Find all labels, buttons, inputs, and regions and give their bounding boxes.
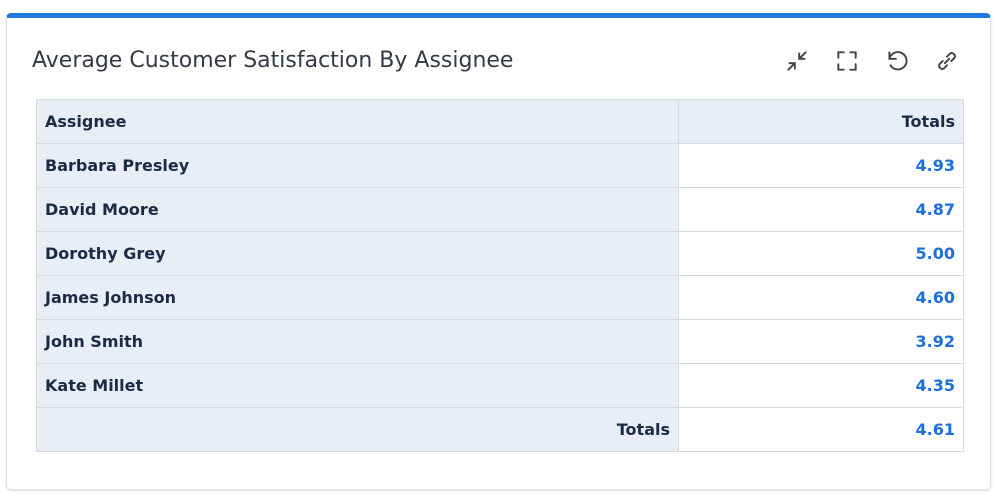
- fullscreen-button[interactable]: [834, 48, 860, 74]
- table-row: David Moore 4.87: [36, 187, 964, 232]
- link-button[interactable]: [934, 48, 960, 74]
- data-table: Assignee Totals Barbara Presley 4.93 David…: [36, 99, 964, 452]
- column-header: Assignee: [36, 99, 679, 144]
- collapse-button[interactable]: [784, 48, 810, 74]
- assignee-cell: James Johnson: [36, 275, 679, 320]
- table-row: Barbara Presley 4.93: [36, 143, 964, 188]
- totals-label: Totals: [36, 407, 679, 452]
- assignee-cell: Barbara Presley: [36, 143, 679, 188]
- total-cell: 4.35: [678, 363, 964, 408]
- assignee-cell: Kate Millet: [36, 363, 679, 408]
- toolbar: [784, 48, 960, 74]
- table-row: James Johnson 4.60: [36, 275, 964, 320]
- assignee-cell: David Moore: [36, 187, 679, 232]
- total-cell: 5.00: [678, 231, 964, 276]
- totals-value: 4.61: [678, 407, 964, 452]
- total-cell: 4.93: [678, 143, 964, 188]
- refresh-button[interactable]: [884, 48, 910, 74]
- widget-card: Average Customer Satisfaction By Assigne…: [6, 13, 991, 490]
- total-cell: 4.60: [678, 275, 964, 320]
- totals-row: Totals 4.61: [36, 407, 964, 452]
- table-row: Kate Millet 4.35: [36, 363, 964, 408]
- assignee-cell: Dorothy Grey: [36, 231, 679, 276]
- header-row: Assignee Totals: [36, 99, 964, 144]
- column-header: Totals: [678, 99, 964, 144]
- table-row: Dorothy Grey 5.00: [36, 231, 964, 276]
- assignee-cell: John Smith: [36, 319, 679, 364]
- total-cell: 4.87: [678, 187, 964, 232]
- total-cell: 3.92: [678, 319, 964, 364]
- table-row: John Smith 3.92: [36, 319, 964, 364]
- widget-title: Average Customer Satisfaction By Assigne…: [32, 48, 514, 73]
